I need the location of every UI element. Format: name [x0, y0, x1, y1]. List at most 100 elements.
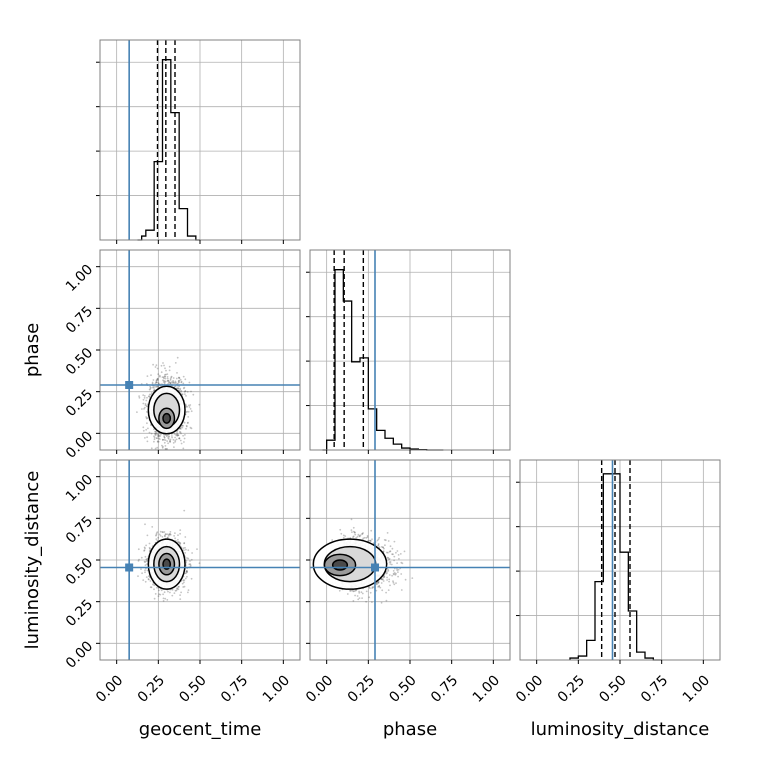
- sample-point: [352, 536, 354, 538]
- sample-point: [174, 440, 177, 443]
- sample-point: [358, 535, 361, 538]
- sample-point: [381, 578, 384, 581]
- sample-point: [140, 556, 143, 559]
- sample-point: [372, 586, 375, 589]
- sample-point: [167, 442, 170, 445]
- sample-point: [184, 378, 187, 381]
- sample-point: [170, 376, 173, 379]
- sample-point: [173, 592, 176, 594]
- sample-point: [146, 436, 149, 439]
- sample-point: [147, 427, 149, 430]
- sample-point: [189, 408, 192, 410]
- sample-point: [380, 578, 383, 580]
- sample-point: [162, 362, 164, 364]
- sample-point: [186, 405, 189, 408]
- sample-point: [159, 435, 162, 437]
- sample-point: [175, 434, 178, 437]
- sample-point: [179, 388, 182, 391]
- sample-point: [163, 377, 165, 380]
- sample-point: [386, 579, 388, 581]
- sample-point: [390, 563, 393, 566]
- sample-point: [154, 432, 157, 435]
- truth-marker: [125, 563, 134, 572]
- sample-point: [166, 434, 169, 437]
- sample-point: [166, 376, 169, 378]
- sample-point: [178, 437, 181, 439]
- sample-point: [184, 390, 187, 392]
- sample-point: [165, 369, 167, 372]
- sample-point: [153, 584, 156, 587]
- truth-marker: [125, 381, 134, 389]
- sample-point: [385, 591, 387, 594]
- sample-point: [188, 563, 191, 566]
- x-axis-title-geocent-time: geocent_time: [139, 719, 262, 740]
- sample-point: [361, 533, 363, 535]
- y-axis-title-luminosity-distance: luminosity_distance: [22, 471, 43, 650]
- sample-point: [340, 532, 343, 535]
- sample-point: [393, 572, 396, 574]
- sample-point: [163, 379, 166, 382]
- sample-point: [157, 382, 160, 384]
- sample-point: [163, 591, 166, 594]
- sample-point: [377, 544, 379, 547]
- y-tick-label-phase-1: 0.25: [63, 387, 96, 420]
- sample-point: [169, 377, 172, 380]
- sample-point: [377, 581, 380, 584]
- sample-point: [156, 385, 159, 388]
- sample-point: [189, 560, 191, 562]
- sample-point: [177, 434, 180, 437]
- sample-point: [166, 533, 169, 536]
- sample-point: [190, 390, 192, 393]
- sample-point: [184, 546, 186, 549]
- sample-point: [380, 546, 383, 548]
- y-tick-label-phase-2: 0.50: [63, 345, 96, 378]
- sample-point: [157, 435, 160, 437]
- x-tick-label-phase-3: 0.75: [428, 672, 461, 705]
- sample-point: [392, 580, 394, 583]
- sample-point: [153, 440, 155, 443]
- sample-point: [143, 549, 146, 551]
- sample-point: [383, 539, 386, 541]
- sample-point: [164, 375, 167, 378]
- sample-point: [184, 577, 187, 580]
- sample-point: [179, 378, 182, 381]
- sample-point: [176, 387, 179, 390]
- sample-point: [155, 437, 158, 439]
- sample-point: [164, 533, 167, 536]
- sample-point: [143, 550, 146, 552]
- sample-point: [188, 404, 190, 407]
- sample-point: [397, 554, 400, 556]
- sample-point: [160, 364, 163, 367]
- sample-point: [149, 547, 151, 550]
- sample-point: [356, 595, 359, 597]
- sample-point: [177, 380, 180, 383]
- sample-point: [377, 580, 380, 583]
- sample-point: [155, 532, 158, 535]
- sample-point: [362, 537, 365, 540]
- sample-point: [367, 539, 370, 542]
- y-tick-label-luminosity_distance-0: 0.00: [63, 638, 96, 671]
- sample-point: [181, 582, 184, 585]
- sample-point: [177, 376, 180, 379]
- sample-point: [190, 577, 193, 580]
- sample-point: [185, 395, 187, 397]
- sample-point: [144, 523, 146, 526]
- sample-point: [366, 536, 369, 538]
- sample-point: [148, 388, 151, 391]
- x-tick-label-luminosity_distance-1: 0.25: [555, 672, 588, 705]
- sample-point: [349, 589, 351, 592]
- sample-point: [176, 588, 179, 590]
- sample-point: [381, 589, 384, 592]
- x-tick-label-luminosity_distance-4: 1.00: [680, 672, 713, 705]
- sample-point: [388, 574, 391, 576]
- sample-point: [361, 592, 364, 595]
- sample-point: [187, 557, 190, 560]
- sample-point: [190, 558, 193, 561]
- sample-point: [178, 437, 181, 440]
- sample-point: [350, 518, 353, 521]
- sample-point: [149, 580, 152, 582]
- sample-point: [137, 560, 140, 562]
- sample-point: [155, 538, 158, 540]
- sample-point: [382, 546, 384, 549]
- sample-point: [356, 535, 359, 538]
